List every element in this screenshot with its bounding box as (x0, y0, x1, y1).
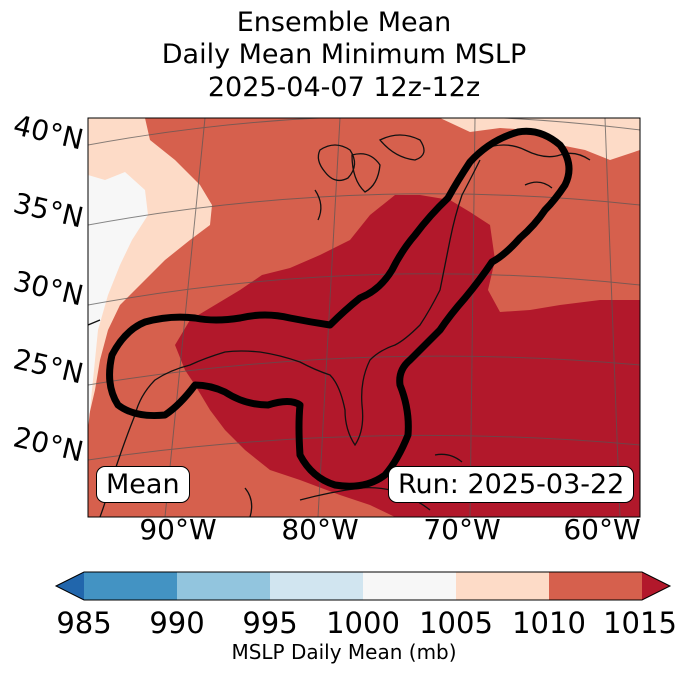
colorbar-tick-995: 995 (242, 606, 298, 640)
colorbar-segment-990-995 (177, 572, 270, 600)
contour-line-1015 (106, 127, 573, 490)
colorbar-extend-low (56, 572, 84, 600)
mean-label-box: Mean (96, 466, 190, 503)
title-line-3: 2025-04-07 12z-12z (207, 72, 481, 103)
colorbar-tick-985: 985 (56, 606, 112, 640)
colorbar-label: MSLP Daily Mean (mb) (231, 640, 457, 664)
colorbar-tick-1005: 1005 (419, 606, 493, 640)
colorbar (54, 571, 672, 601)
colorbar-segment-985-990 (84, 572, 177, 600)
map-panel (88, 118, 640, 517)
colorbar-segment-1005-1010 (456, 572, 549, 600)
lon-label-80w: 80°W (281, 513, 359, 546)
colorbar-tick-1010: 1010 (512, 606, 586, 640)
run-date-box: Run: 2025-03-22 (388, 466, 635, 503)
colorbar-extend-high (642, 572, 670, 600)
title-line-1: Ensemble Mean (236, 7, 452, 38)
pressure-fill-1000-1005-west (88, 172, 148, 430)
map-frame (87, 117, 641, 518)
lon-label-70w: 70°W (423, 513, 501, 546)
colorbar-tick-1015: 1015 (603, 606, 677, 640)
colorbar-segment-1010-1015 (549, 572, 642, 600)
title-line-2: Daily Mean Minimum MSLP (161, 39, 527, 70)
colorbar-segment-995-1000 (270, 572, 363, 600)
graticule (88, 118, 640, 517)
colorbar-segment-1000-1005 (363, 572, 456, 600)
lon-label-90w: 90°W (139, 513, 217, 546)
lon-label-60w: 60°W (563, 513, 641, 546)
colorbar-tick-1000: 1000 (326, 606, 400, 640)
pressure-fill-1005-1010-northeast (440, 118, 640, 160)
colorbar-tick-990: 990 (149, 606, 205, 640)
